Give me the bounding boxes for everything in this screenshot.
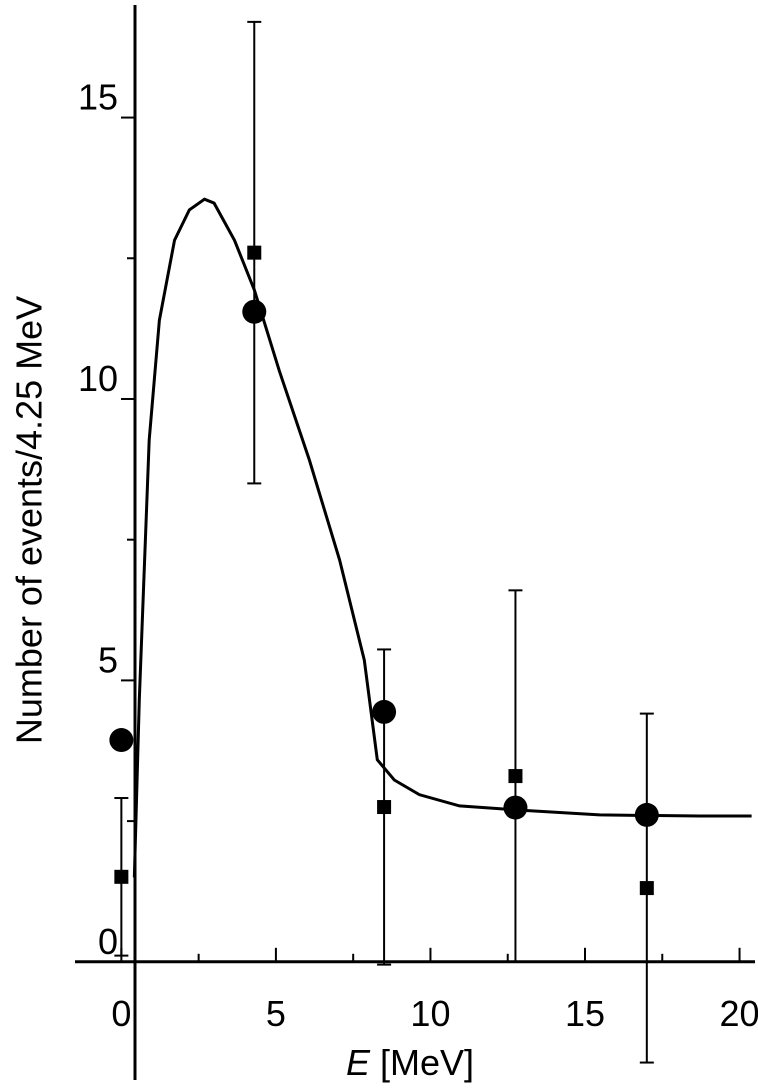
x-label-unit: [MeV] (380, 1042, 474, 1083)
x-tick-label: 0 (111, 993, 131, 1034)
x-axis-label: E [MeV] (346, 1042, 474, 1083)
x-tick-label: 15 (565, 993, 605, 1034)
y-axis-label: Number of events/4.25 MeV (9, 296, 50, 744)
x-tick-label: 5 (266, 993, 286, 1034)
square-point (247, 245, 262, 260)
fit-curve (132, 197, 752, 878)
circle-point (109, 728, 134, 753)
x-tick-label: 10 (410, 993, 450, 1034)
square-point (639, 881, 654, 896)
y-tick-label: 15 (78, 77, 118, 118)
y-tick-label: 5 (98, 639, 118, 680)
y-tick-label: 10 (78, 358, 118, 399)
square-point (508, 769, 523, 784)
square-point (114, 869, 129, 884)
square-point (377, 800, 392, 815)
y-tick-label: 0 (98, 921, 118, 962)
x-tick-label: 20 (720, 993, 758, 1034)
x-label-variable: E (346, 1042, 371, 1083)
